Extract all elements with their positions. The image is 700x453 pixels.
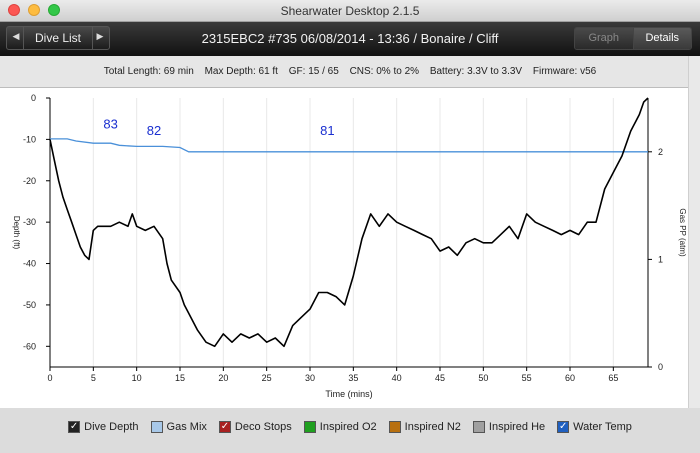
gas-annotation: 82 bbox=[147, 123, 161, 138]
tab-details[interactable]: Details bbox=[633, 28, 691, 49]
window-title: Shearwater Desktop 2.1.5 bbox=[280, 4, 420, 18]
gas-annotation: 83 bbox=[103, 116, 117, 131]
stat-gf: GF: 15 / 65 bbox=[288, 66, 339, 77]
minimize-window-button[interactable] bbox=[28, 4, 40, 16]
legend-label: Dive Depth bbox=[84, 421, 139, 433]
checkbox-inspired-n2[interactable] bbox=[388, 421, 401, 433]
dive-depth-line bbox=[49, 97, 649, 348]
close-window-button[interactable] bbox=[8, 4, 20, 16]
legend-label: Gas Mix bbox=[166, 421, 207, 433]
legend-label: Water Temp bbox=[573, 421, 632, 433]
checkbox-inspired-he[interactable] bbox=[472, 421, 485, 433]
legend-inspired-o2[interactable]: Inspired O2 bbox=[303, 421, 377, 433]
y-axis-label: Depth (ft) bbox=[12, 216, 21, 250]
legend-label: Deco Stops bbox=[234, 421, 292, 433]
legend-dive-depth[interactable]: ✓ Dive Depth bbox=[68, 421, 139, 433]
x-tick-label: 10 bbox=[132, 373, 142, 383]
x-tick-label: 55 bbox=[522, 373, 532, 383]
dive-stats-bar: Total Length: 69 min Max Depth: 61 ft GF… bbox=[0, 56, 700, 88]
separator bbox=[23, 27, 24, 49]
y-tick-label: -10 bbox=[23, 134, 36, 144]
x-tick-label: 65 bbox=[608, 373, 618, 383]
stat-battery: Battery: 3.3V to 3.3V bbox=[429, 66, 523, 77]
x-tick-label: 15 bbox=[175, 373, 185, 383]
tab-graph[interactable]: Graph bbox=[575, 28, 634, 49]
legend-label: Inspired He bbox=[488, 421, 546, 433]
gas-pp-line bbox=[50, 138, 648, 153]
x-tick-label: 50 bbox=[478, 373, 488, 383]
legend-water-temp[interactable]: ✓ Water Temp bbox=[557, 421, 632, 433]
legend-inspired-n2[interactable]: Inspired N2 bbox=[388, 421, 461, 433]
x-tick-label: 20 bbox=[218, 373, 228, 383]
dive-list-control: ◀ Dive List ▶ bbox=[6, 26, 110, 50]
stat-firmware: Firmware: v56 bbox=[532, 66, 597, 77]
x-tick-label: 0 bbox=[47, 373, 52, 383]
y-tick-label: 0 bbox=[31, 93, 36, 103]
zoom-window-button[interactable] bbox=[48, 4, 60, 16]
legend-label: Inspired O2 bbox=[319, 421, 377, 433]
y-tick-label: -40 bbox=[23, 259, 36, 269]
x-tick-label: 40 bbox=[392, 373, 402, 383]
legend: ✓ Dive Depth Gas Mix ✓ Deco Stops Inspir… bbox=[0, 414, 700, 440]
x-tick-label: 35 bbox=[348, 373, 358, 383]
x-tick-label: 5 bbox=[91, 373, 96, 383]
gas-annotation: 81 bbox=[320, 123, 334, 138]
checkbox-dive-depth[interactable]: ✓ bbox=[68, 421, 81, 433]
legend-inspired-he[interactable]: Inspired He bbox=[472, 421, 546, 433]
view-tabs: Graph Details bbox=[574, 27, 692, 50]
y2-tick-label: 0 bbox=[658, 362, 663, 372]
next-dive-button[interactable]: ▶ bbox=[96, 31, 104, 41]
y-tick-label: -60 bbox=[23, 341, 36, 351]
dive-title: 2315EBC2 #735 06/08/2014 - 13:36 / Bonai… bbox=[201, 31, 499, 46]
title-bar: Shearwater Desktop 2.1.5 bbox=[0, 0, 700, 22]
x-axis-label: Time (mins) bbox=[325, 389, 372, 399]
stat-cns: CNS: 0% to 2% bbox=[349, 66, 420, 77]
legend-label: Inspired N2 bbox=[404, 421, 461, 433]
stat-total-length: Total Length: 69 min bbox=[103, 66, 194, 77]
separator bbox=[92, 27, 93, 49]
y-tick-label: -50 bbox=[23, 300, 36, 310]
toolbar: ◀ Dive List ▶ 2315EBC2 #735 06/08/2014 -… bbox=[0, 22, 700, 56]
checkbox-gas-mix[interactable] bbox=[150, 421, 163, 433]
x-tick-label: 30 bbox=[305, 373, 315, 383]
checkbox-inspired-o2[interactable] bbox=[303, 421, 316, 433]
y-tick-label: -20 bbox=[23, 176, 36, 186]
y2-axis-label: Gas PP (atm) bbox=[678, 208, 687, 257]
x-tick-label: 25 bbox=[262, 373, 272, 383]
y2-tick-label: 2 bbox=[658, 147, 663, 157]
x-tick-label: 45 bbox=[435, 373, 445, 383]
dive-chart-panel: 0 5 10 15 20 25 30 35 40 45 50 55 60 65 0 -10 -20 -30 -40-… bbox=[0, 88, 700, 408]
x-tick-label: 60 bbox=[565, 373, 575, 383]
stat-max-depth: Max Depth: 61 ft bbox=[204, 66, 278, 77]
legend-deco-stops[interactable]: ✓ Deco Stops bbox=[218, 421, 292, 433]
legend-gas-mix[interactable]: Gas Mix bbox=[150, 421, 207, 433]
dive-profile-chart: 0 5 10 15 20 25 30 35 40 45 50 55 60 650-10-20-30-40-… bbox=[12, 93, 687, 399]
dive-list-button[interactable]: Dive List bbox=[34, 31, 81, 45]
y-tick-label: -30 bbox=[23, 217, 36, 227]
checkbox-deco-stops[interactable]: ✓ bbox=[218, 421, 231, 433]
checkbox-water-temp[interactable]: ✓ bbox=[557, 421, 570, 433]
y2-tick-label: 1 bbox=[658, 254, 663, 264]
vertical-scrollbar[interactable] bbox=[688, 56, 700, 408]
previous-dive-button[interactable]: ◀ bbox=[12, 31, 20, 41]
